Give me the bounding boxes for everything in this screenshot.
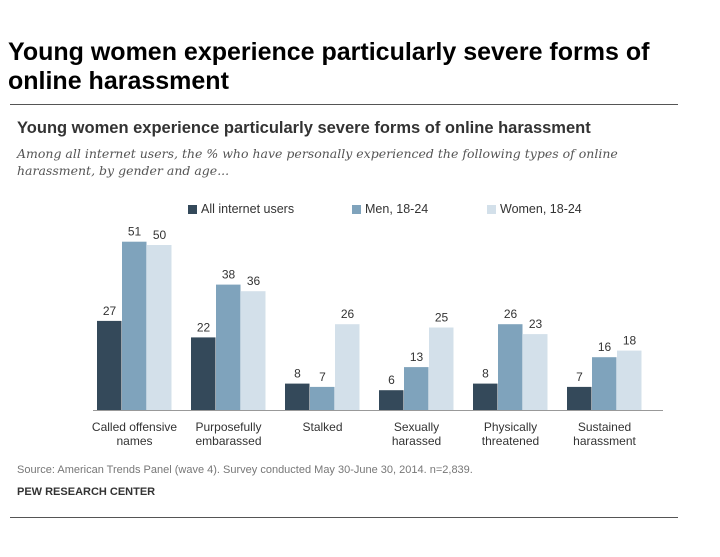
data-label-2-2: 26 [341, 307, 355, 321]
category-label-5-1: harassment [573, 434, 636, 448]
category-label-0-0: Called offensive [92, 420, 177, 434]
data-label-4-0: 8 [482, 367, 489, 381]
bar-2-1 [310, 386, 335, 410]
category-label-2-0: Stalked [302, 420, 342, 434]
category-label-3-1: harassed [392, 434, 441, 448]
bar-1-1 [216, 284, 241, 410]
bar-3-2 [429, 327, 454, 410]
brand-label: PEW RESEARCH CENTER [17, 486, 156, 498]
bar-5-0 [567, 386, 592, 410]
data-label-4-1: 26 [504, 307, 518, 321]
legend-swatch-all-users [188, 204, 197, 214]
category-label-5-0: Sustained [578, 420, 631, 434]
bar-2-2 [335, 324, 360, 410]
legend-label-all-users: All internet users [201, 202, 295, 216]
data-label-0-1: 51 [128, 225, 142, 239]
bar-3-0 [379, 390, 404, 410]
data-label-1-0: 22 [197, 320, 211, 334]
data-label-0-0: 27 [103, 304, 117, 318]
data-label-4-2: 23 [529, 317, 543, 331]
bar-1-2 [241, 291, 266, 410]
legend-label-men: Men, 18-24 [365, 202, 429, 216]
source-note: Source: American Trends Panel (wave 4). … [17, 464, 473, 476]
category-label-4-0: Physically [484, 420, 537, 434]
category-label-1-0: Purposefully [195, 420, 261, 434]
data-label-3-1: 13 [410, 350, 424, 364]
legend-item-men: Men, 18-24 [352, 202, 428, 216]
data-label-2-1: 7 [319, 370, 326, 384]
bar-0-0 [97, 320, 122, 410]
bar-3-1 [404, 367, 429, 410]
category-label-4-1: threatened [482, 434, 539, 448]
category-label-3-0: Sexually [394, 420, 439, 434]
category-label-0-1: names [116, 434, 152, 448]
data-label-1-1: 38 [222, 268, 236, 282]
chart-subtitle: Among all internet users, the % who have… [17, 146, 618, 178]
bar-5-1 [592, 357, 617, 410]
bar-4-1 [498, 324, 523, 410]
top-divider [10, 104, 678, 105]
data-label-3-0: 6 [388, 373, 395, 387]
bottom-divider [10, 517, 678, 518]
data-label-5-2: 18 [623, 334, 637, 348]
legend-item-all-users: All internet users [188, 202, 294, 216]
bar-5-2 [617, 350, 642, 410]
data-label-2-0: 8 [294, 367, 301, 381]
bar-4-2 [523, 334, 548, 410]
slide-title: Young women experience particularly seve… [8, 38, 650, 95]
data-label-5-1: 16 [598, 340, 612, 354]
bar-2-0 [285, 383, 310, 410]
category-label-1-1: embarassed [195, 434, 261, 448]
data-label-0-2: 50 [153, 228, 167, 242]
bar-1-0 [191, 337, 216, 410]
legend-label-women: Women, 18-24 [500, 202, 582, 216]
data-label-1-2: 36 [247, 274, 261, 288]
legend-item-women: Women, 18-24 [487, 202, 582, 216]
bar-0-2 [147, 245, 172, 410]
bar-4-0 [473, 383, 498, 410]
bar-0-1 [122, 241, 147, 410]
data-label-5-0: 7 [576, 370, 583, 384]
legend-swatch-men [352, 204, 361, 214]
legend-swatch-women [487, 204, 496, 214]
chart-title: Young women experience particularly seve… [17, 119, 591, 137]
data-label-3-2: 25 [435, 311, 449, 325]
